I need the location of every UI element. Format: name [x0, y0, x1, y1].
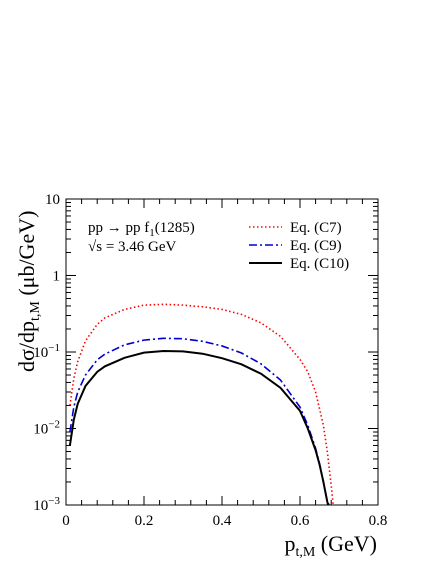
y-tick-label: 10−2 [33, 419, 60, 438]
series-curves [68, 303, 334, 506]
y-tick-exponent: −1 [48, 342, 60, 354]
energy-value: = 3.46 GeV [102, 239, 176, 255]
y-tick-label: 10−1 [33, 342, 60, 361]
y-tick-base: 10 [33, 345, 48, 361]
legend-label-3: Eq. (C10) [290, 256, 349, 272]
y-axis-label-main: dσ/dp [14, 321, 39, 372]
y-tick-label: 10−3 [33, 495, 60, 514]
y-tick-base: 10 [33, 422, 48, 438]
reaction-rest: (1285) [155, 220, 195, 236]
series-line-2 [69, 337, 330, 506]
series-line-1 [69, 303, 334, 506]
y-tick-exponent: −2 [48, 419, 60, 431]
y-axis-label-sub: t,M [28, 301, 43, 321]
x-axis-label-sub: t,M [295, 545, 315, 560]
x-axis-label-main: p [284, 531, 295, 556]
y-axis-label: dσ/dpt,M (μb/GeV) [14, 211, 43, 372]
y-tick-base: 10 [33, 498, 48, 514]
energy-annotation: √s = 3.46 GeV [88, 239, 177, 255]
x-tick-label: 0.2 [135, 513, 154, 529]
y-tick-label: 10 [45, 192, 60, 208]
y-tick-base: 1 [53, 269, 61, 285]
legend-label-1: Eq. (C7) [290, 220, 342, 236]
x-tick-label: 0.6 [291, 513, 310, 529]
x-tick-label: 0 [62, 513, 70, 529]
x-axis-label: pt,M (GeV) [284, 531, 377, 560]
y-tick-exponent: −3 [48, 495, 60, 507]
y-tick-label: 1 [53, 269, 61, 285]
series-line-3 [68, 350, 330, 506]
legend: Eq. (C7) Eq. (C9) Eq. (C10) [249, 220, 349, 272]
x-tick-labels: 0 0.2 0.4 0.6 0.8 [62, 513, 387, 529]
reaction-sub: 1 [149, 227, 155, 239]
x-axis-label-unit: (GeV) [315, 531, 377, 556]
energy-symbol: √s [88, 239, 102, 255]
reaction-annotation: pp → pp f1(1285) [88, 220, 195, 239]
x-tick-label: 0.8 [369, 513, 388, 529]
reaction-text: pp → pp f [88, 220, 149, 236]
y-tick-base: 10 [45, 192, 60, 208]
legend-label-2: Eq. (C9) [290, 238, 342, 254]
y-axis-label-unit: (μb/GeV) [14, 211, 39, 302]
x-tick-label: 0.4 [213, 513, 232, 529]
